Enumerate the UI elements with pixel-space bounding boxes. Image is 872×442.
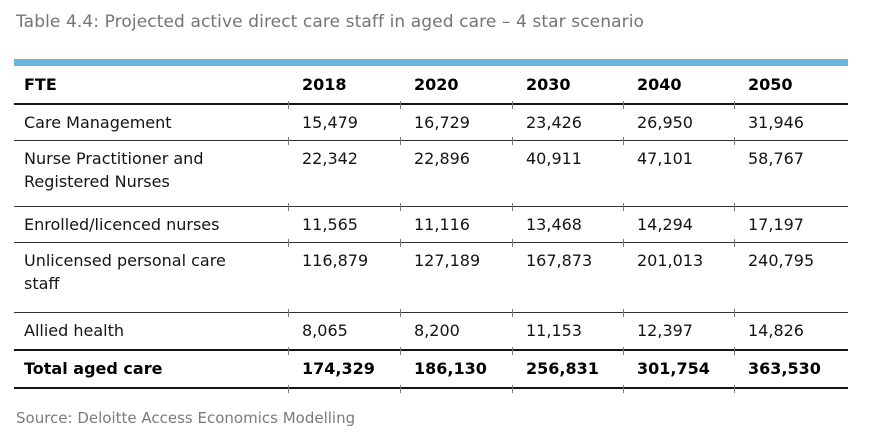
cell-value: 13,468: [512, 203, 623, 243]
table-row-unlicensed-staff: Unlicensed personal care staff 116,879 1…: [14, 239, 848, 313]
cell-value: 14,826: [734, 309, 848, 350]
cell-value: 301,754: [623, 347, 734, 394]
cell-value: 116,879: [288, 239, 400, 313]
column-header-fte: FTE: [14, 62, 288, 105]
cell-value: 47,101: [623, 137, 734, 207]
table-caption: Table 4.4: Projected active direct care …: [16, 12, 645, 32]
cell-value: 58,767: [734, 137, 848, 207]
cell-value: 22,896: [400, 137, 512, 207]
row-label: Allied health: [14, 312, 288, 350]
cell-value: 174,329: [288, 347, 400, 394]
cell-value: 17,197: [734, 203, 848, 243]
cell-value: 127,189: [400, 239, 512, 313]
cell-value: 186,130: [400, 347, 512, 394]
cell-value: 40,911: [512, 137, 623, 207]
cell-value: 256,831: [512, 347, 623, 394]
table-row-total: Total aged care 174,329 186,130 256,831 …: [14, 347, 848, 394]
cell-value: 240,795: [734, 239, 848, 313]
cell-value: 363,530: [734, 347, 848, 394]
table-row-enrolled-nurses: Enrolled/licenced nurses 11,565 11,116 1…: [14, 203, 848, 243]
cell-value: 31,946: [734, 101, 848, 141]
cell-value: 11,116: [400, 203, 512, 243]
cell-value: 11,565: [288, 203, 400, 243]
column-header-2020: 2020: [400, 62, 512, 105]
source-note: Source: Deloitte Access Economics Modell…: [16, 408, 356, 427]
cell-value: 8,065: [288, 309, 400, 350]
table-row-care-management: Care Management 15,479 16,729 23,426 26,…: [14, 101, 848, 141]
cell-value: 16,729: [400, 101, 512, 141]
staff-projection-table: FTE 2018 2020 2030 2040 2050 Care Manage…: [14, 59, 848, 394]
cell-value: 26,950: [623, 101, 734, 141]
row-label: Enrolled/licenced nurses: [14, 206, 288, 243]
row-label: Care Management: [14, 103, 288, 141]
cell-value: 23,426: [512, 101, 623, 141]
cell-value: 15,479: [288, 101, 400, 141]
cell-value: 11,153: [512, 309, 623, 350]
table-header-row: FTE 2018 2020 2030 2040 2050: [14, 62, 848, 105]
report-page: Table 4.4: Projected active direct care …: [14, 12, 848, 427]
cell-value: 167,873: [512, 239, 623, 313]
column-header-2050: 2050: [734, 62, 848, 105]
table-row-allied-health: Allied health 8,065 8,200 11,153 12,397 …: [14, 309, 848, 350]
cell-value: 12,397: [623, 309, 734, 350]
column-header-2030: 2030: [512, 62, 623, 105]
cell-value: 14,294: [623, 203, 734, 243]
row-label-total: Total aged care: [14, 348, 288, 388]
cell-value: 22,342: [288, 137, 400, 207]
row-label: Nurse Practitioner and Registered Nurses: [14, 140, 288, 207]
cell-value: 201,013: [623, 239, 734, 313]
cell-value: 8,200: [400, 309, 512, 350]
column-header-2040: 2040: [623, 62, 734, 105]
row-label: Unlicensed personal care staff: [14, 242, 288, 313]
column-header-2018: 2018: [288, 62, 400, 105]
table-row-nurse-practitioner: Nurse Practitioner and Registered Nurses…: [14, 137, 848, 207]
